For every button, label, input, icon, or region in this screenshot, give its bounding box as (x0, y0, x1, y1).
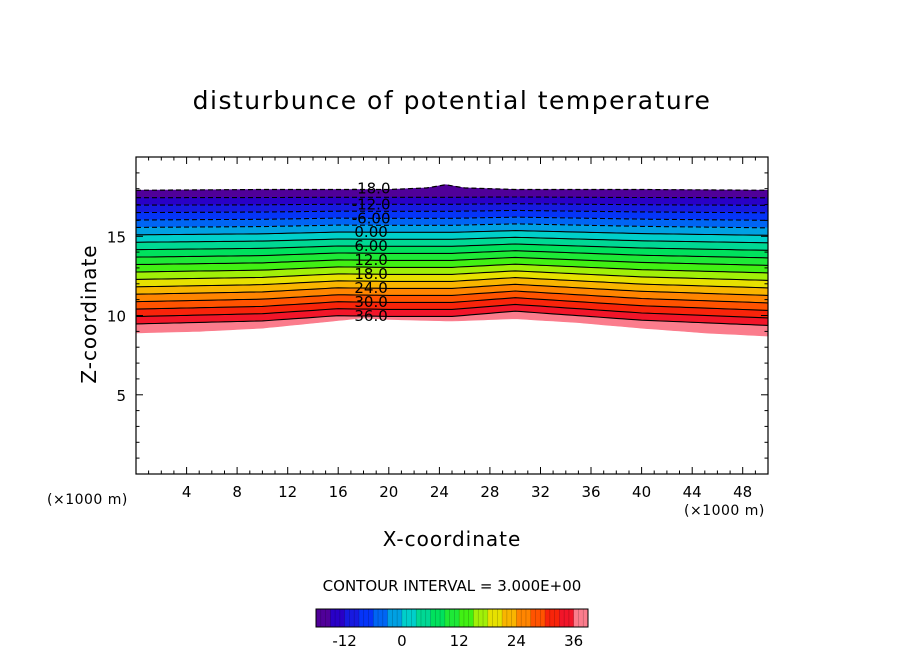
colorbar-cell (473, 609, 489, 627)
colorbar-cell (516, 609, 532, 627)
contour-line (136, 297, 768, 311)
contour-label: 18.0 (354, 265, 387, 283)
contour-label: -18.0 (352, 179, 391, 197)
chart-title: disturbunce of potential temperature (192, 86, 712, 115)
colorbar-cell (502, 609, 517, 627)
colorbar-cell (416, 609, 431, 627)
colorbar: -12 0 12 24 36 (315, 608, 589, 650)
contour-label: 6.00 (354, 237, 387, 255)
colorbar-cell (373, 609, 388, 627)
colorbar-cell (401, 609, 417, 627)
contour-line (136, 250, 768, 259)
contour-line (136, 290, 768, 304)
x-tick-label: 40 (632, 483, 651, 501)
colorbar-tick-label: -12 (332, 632, 357, 650)
colorbar-cell (358, 609, 374, 627)
colorbar-cell (330, 609, 345, 627)
contour-line (136, 283, 768, 296)
x-tick-label: 4 (182, 483, 192, 501)
contour-line (136, 303, 768, 319)
x-tick-label: 48 (733, 483, 752, 501)
colorbar-cell (344, 609, 360, 627)
x-tick-label: 32 (531, 483, 550, 501)
field-top-outline (136, 184, 768, 191)
contour-lines (136, 184, 768, 326)
contour-label: 36.0 (354, 307, 387, 325)
x-tick-label: 12 (278, 483, 297, 501)
y-tick-label: 10 (107, 308, 126, 326)
contour-line-negative (136, 196, 768, 199)
contour-line (136, 310, 768, 326)
contour-line-negative (136, 203, 768, 206)
colorbar-cell (444, 609, 460, 627)
contour-line (136, 277, 768, 289)
colorbar-cell (459, 609, 474, 627)
contour-line (136, 243, 768, 251)
contour-interval-text: CONTOUR INTERVAL = 3.000E+00 (322, 577, 582, 595)
contour-label: 12.0 (354, 251, 387, 269)
contour-label: -12.0 (352, 195, 391, 213)
contour-line (136, 230, 768, 236)
contour-line-negative (136, 216, 768, 221)
contour-label: 24.0 (354, 279, 387, 297)
colorbar-cell (316, 609, 331, 627)
x-tick-label: 28 (480, 483, 499, 501)
contour-line (136, 256, 768, 266)
colorbar-tick-label: 24 (507, 632, 526, 650)
colorbar-cell (387, 609, 403, 627)
x-tick-label: 16 (329, 483, 348, 501)
y-tick-label: 15 (107, 228, 126, 246)
contour-label: -6.00 (352, 209, 391, 227)
contour-band (136, 184, 768, 199)
x-tick-label: 20 (379, 483, 398, 501)
x-unit-label: (×1000 m) (684, 503, 765, 519)
colorbar-tick-label: 0 (397, 632, 407, 650)
x-tick-label: 44 (683, 483, 702, 501)
y-axis-label: Z-coordinate (77, 244, 101, 384)
x-tick-label: 24 (430, 483, 449, 501)
colorbar-tick-label: 36 (564, 632, 583, 650)
y-tick-label: 5 (116, 387, 126, 405)
contour-labels: -18.0-12.0-6.000.006.0012.018.024.030.03… (352, 179, 391, 325)
colorbar-cell (573, 609, 589, 627)
colorbar-cell (545, 609, 560, 627)
colorbar-cell (430, 609, 446, 627)
contour-label: 30.0 (354, 293, 387, 311)
contour-line (136, 270, 768, 281)
y-unit-label: (×1000 m) (47, 492, 128, 508)
contour-line-negative (136, 223, 768, 229)
colorbar-cell (559, 609, 574, 627)
y-axis-ticks: 5 10 15 (107, 172, 768, 459)
x-axis-label: X-coordinate (382, 527, 522, 551)
contour-line (136, 236, 768, 244)
x-tick-label: 36 (581, 483, 600, 501)
contour-line (136, 263, 768, 274)
colorbar-frame (315, 608, 589, 628)
colorbar-tick-label: 12 (450, 632, 469, 650)
contour-label: 0.00 (354, 223, 387, 241)
x-tick-label: 8 (232, 483, 242, 501)
contour-line-negative (136, 209, 768, 214)
x-axis-ticks: 4 8 12 16 20 24 28 32 36 40 44 48 (148, 157, 756, 501)
colorbar-cell (487, 609, 503, 627)
colorbar-cell (530, 609, 546, 627)
